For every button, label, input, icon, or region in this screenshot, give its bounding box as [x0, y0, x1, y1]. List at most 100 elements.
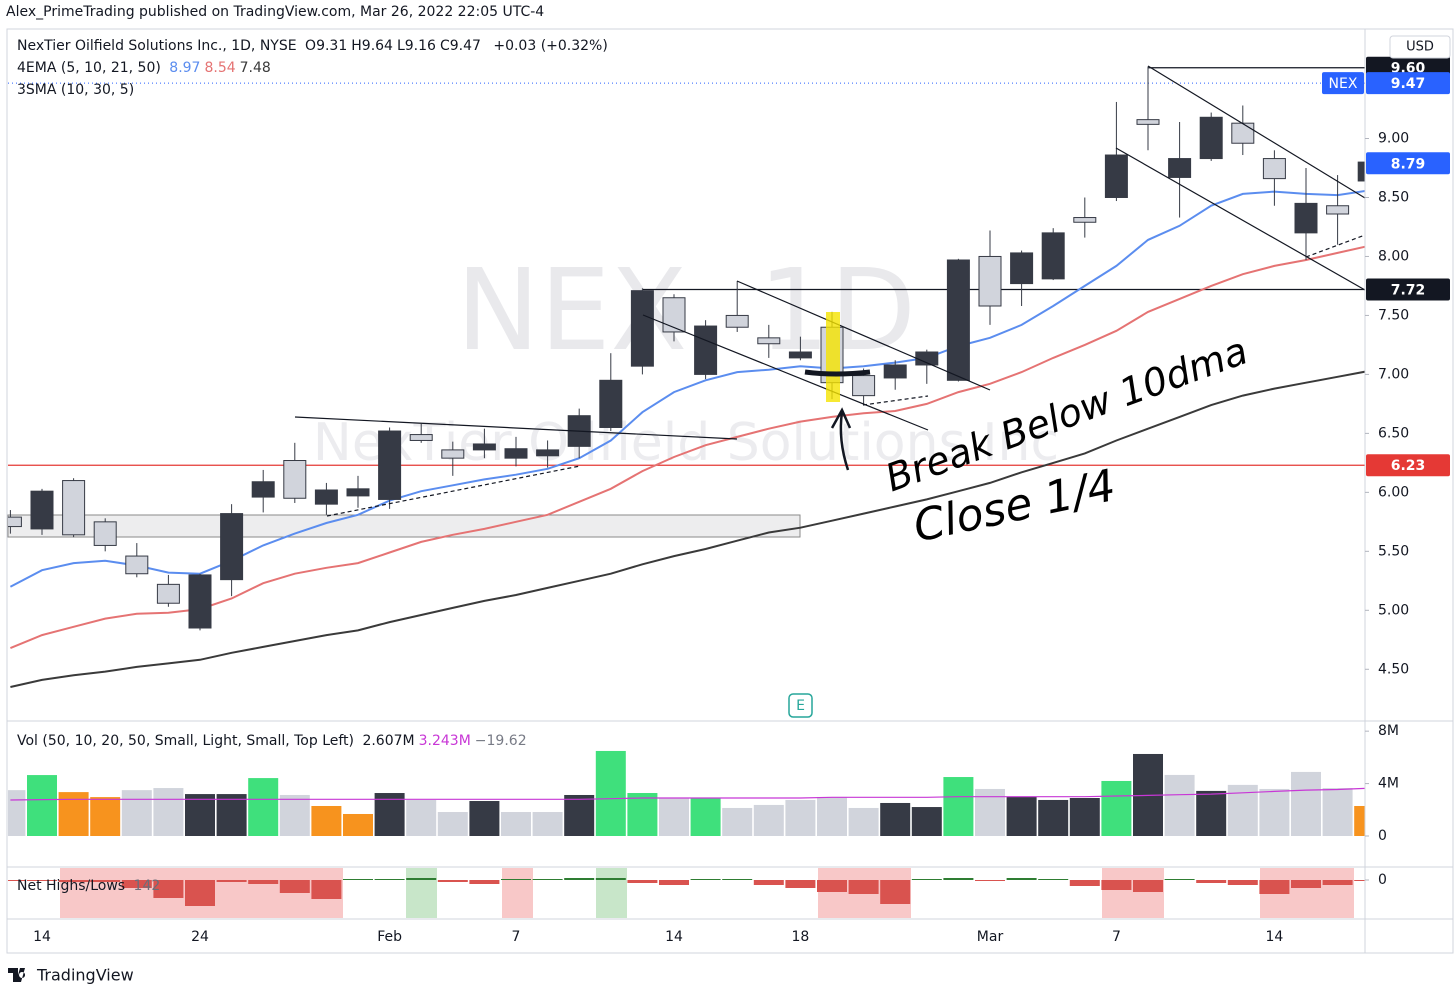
nhl-bar: [121, 880, 152, 888]
volume-bar: [1069, 798, 1100, 836]
volume-bar: [343, 813, 373, 836]
trend-line: [1147, 65, 1366, 199]
volume-bar: [279, 794, 310, 836]
candle-body: [788, 351, 812, 359]
nhl-bar: [880, 880, 911, 904]
candle-body: [283, 460, 307, 499]
indicator-name: 3SMA (10, 30, 5): [17, 82, 135, 98]
volume-pane: [8, 750, 1365, 836]
volume-bar: [437, 812, 468, 836]
volume-bar: [27, 775, 57, 836]
volume-bar: [248, 778, 279, 836]
price-pane: [8, 66, 1365, 688]
currency[interactable]: USD: [1406, 40, 1434, 55]
candle-body: [1073, 217, 1097, 223]
volume-bar: [880, 802, 911, 836]
volume-bar: [659, 798, 689, 836]
candle-body: [30, 490, 54, 530]
nhl-bar: [374, 879, 405, 880]
trend-line: [642, 314, 929, 431]
nhl-bar: [627, 880, 658, 883]
ohlc-label: C: [439, 38, 450, 54]
candle-body: [1262, 158, 1286, 180]
price-label: 7.72: [1391, 282, 1426, 298]
x-tick-label: 18: [791, 929, 809, 945]
x-tick-label: 24: [191, 929, 209, 945]
nhl-bar: [1006, 878, 1037, 880]
published-line: Alex_PrimeTrading published on TradingVi…: [6, 4, 544, 20]
shade: [406, 868, 437, 918]
volume-bar: [1164, 774, 1195, 836]
candle-body: [1168, 158, 1192, 178]
price-label-box: [1366, 72, 1450, 95]
volume-bar: [121, 790, 152, 836]
volume-bar: [943, 777, 974, 836]
candle-body: [1010, 252, 1034, 285]
symbol-label: NEX: [1329, 76, 1358, 92]
x-tick-label: 14: [665, 929, 683, 945]
nhl-bar: [848, 880, 879, 894]
nhl-readout: 142: [133, 878, 161, 894]
volume-bar: [627, 793, 658, 836]
volume-bar: [90, 797, 121, 836]
nhl-bar: [216, 880, 247, 882]
nhl-bar: [1227, 880, 1258, 885]
candle-body: [694, 325, 718, 375]
candle-body: [409, 434, 433, 441]
nhl-bar: [1164, 879, 1195, 880]
nhl-bar: [1101, 880, 1132, 890]
indicator-legend: 4EMA (5, 10, 21, 50) 8.97 8.54 7.48: [17, 60, 275, 76]
nhl-bar: [1322, 880, 1353, 885]
x-tick-label: 14: [1265, 929, 1283, 945]
candle-body: [1041, 232, 1065, 280]
y-tick-label: 0: [1378, 872, 1387, 888]
currency-box[interactable]: [1389, 35, 1451, 59]
candle-body: [125, 555, 149, 575]
nhl-bar: [248, 880, 279, 884]
shade: [502, 868, 533, 918]
nhl-bar: [532, 879, 563, 880]
nhl-bar: [943, 878, 974, 880]
price-label: 8.79: [1391, 156, 1426, 172]
nhl-bar: [279, 880, 310, 893]
x-tick-label: 7: [512, 929, 521, 945]
indicator-value: 8.54: [204, 60, 236, 76]
candle-body: [1136, 119, 1160, 125]
candle-body: [1231, 122, 1255, 144]
nhl-bar: [469, 880, 500, 884]
earnings-icon[interactable]: [788, 693, 813, 718]
ohlc-label: O: [305, 38, 317, 54]
candle-body: [1357, 161, 1365, 182]
nhl-pane: [8, 878, 1365, 906]
volume-bar: [911, 807, 942, 836]
candle-body: [946, 259, 970, 381]
ma-line: [10, 245, 1365, 650]
trend-line: [1305, 234, 1366, 258]
volume-bar: [501, 812, 531, 836]
candle-body: [8, 516, 22, 528]
axis-labels: 9.00 8.50 8.00 7.50 7.00 6.50 6.00 5.50 5.00 4.50…: [33, 56, 1450, 945]
candle-body: [504, 448, 528, 459]
x-tick-label: 7: [1112, 929, 1121, 945]
logo-icon: [8, 968, 26, 982]
candle-body: [536, 449, 560, 457]
ohlc: O9.31 H9.64 L9.16 C9.47: [305, 38, 485, 54]
volume-bar: [406, 799, 437, 836]
ohlc-label: L: [396, 38, 405, 54]
volume-bar: [722, 807, 753, 836]
nhl-bar: [153, 880, 184, 898]
nhl-bar: [659, 880, 689, 885]
candle-body: [1326, 205, 1350, 215]
volume-bar: [311, 805, 342, 836]
price-label: 9.47: [1391, 76, 1426, 92]
candle-body: [378, 430, 402, 500]
candle-body: [599, 379, 623, 428]
candle-body: [188, 574, 212, 629]
earnings-label[interactable]: E: [796, 698, 805, 714]
candle-body: [251, 481, 275, 498]
price-label: 6.23: [1391, 458, 1426, 474]
nhl-bar: [58, 880, 89, 882]
candle-body: [1199, 116, 1223, 160]
y-tick-label: 5.00: [1378, 602, 1409, 618]
nhl-bar: [343, 879, 373, 880]
